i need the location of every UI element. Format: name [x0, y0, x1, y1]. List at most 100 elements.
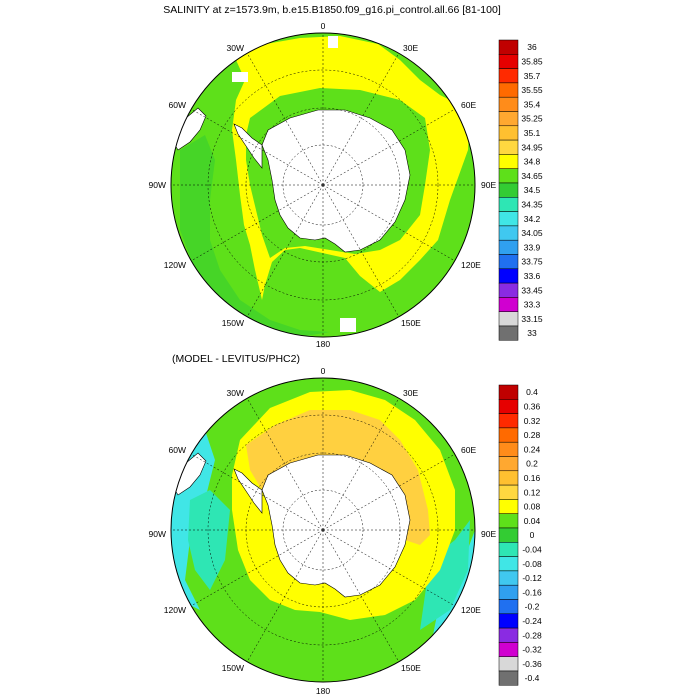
top-colorbar-label: 33.75: [521, 257, 543, 267]
bottom-colorbar-label: 0: [530, 530, 535, 540]
bottom-colorbar-label: -0.24: [522, 616, 542, 626]
bottom-colorbar-swatch: [498, 584, 519, 600]
top-colorbar-swatch: [498, 82, 519, 98]
top-colorbar-label: 35.4: [524, 99, 541, 109]
top-colorbar-label: 34.05: [521, 228, 543, 238]
bottom-colorbar-swatch: [498, 413, 519, 429]
top-panel-title: SALINITY at z=1573.9m, b.e15.B1850.f09_g…: [163, 4, 501, 16]
top-colorbar-swatch: [498, 154, 519, 169]
top-lon-label: 180: [316, 339, 330, 349]
bottom-colorbar-swatch: [498, 542, 519, 557]
top-colorbar-swatch: [498, 125, 519, 141]
bottom-colorbar-swatch: [498, 384, 519, 400]
bottom-colorbar-label: 0.36: [524, 401, 541, 411]
bottom-colorbar-swatch: [498, 456, 519, 472]
bottom-colorbar-label: -0.32: [522, 645, 542, 655]
bottom-colorbar-swatch: [498, 627, 519, 643]
top-colorbar-swatch: [498, 182, 519, 198]
top-colorbar-swatch: [498, 268, 519, 284]
bottom-colorbar-label: 0.08: [524, 502, 541, 512]
bottom-colorbar-label: 0.4: [526, 387, 538, 397]
top-colorbar-swatch: [498, 297, 519, 312]
bottom-colorbar-swatch: [498, 656, 519, 672]
bottom-aqua-region: [188, 490, 230, 590]
bottom-map-border: [170, 377, 476, 683]
top-colorbar-label: 35.25: [521, 114, 543, 124]
top-lon-label: 90E: [481, 180, 496, 190]
top-meridians: [171, 33, 475, 337]
top-colorbar-swatch: [498, 168, 519, 184]
bottom-east-aqua: [420, 520, 470, 630]
top-colorbar-swatch: [498, 39, 519, 55]
top-masked-patch: [340, 318, 356, 332]
top-colorbar-swatch: [498, 211, 519, 227]
bottom-colorbar: 0.4 0.36 0.32 0.28 0.24 0.2 0.16 0.12 0.08 0.04 0 -…: [498, 384, 542, 686]
bottom-colorbar-swatch: [498, 470, 519, 486]
top-antarctic-peninsula: [233, 123, 263, 169]
bottom-colorbar-label: 0.28: [524, 430, 541, 440]
bottom-lon-label: 120W: [164, 605, 186, 615]
top-colorbar-swatch: [498, 311, 519, 327]
bottom-lon-label: 90W: [149, 529, 166, 539]
bottom-colorbar-label: -0.04: [522, 544, 542, 554]
top-colorbar-label: 33.9: [524, 242, 541, 252]
top-colorbar-label: 35.7: [524, 71, 541, 81]
top-colorbar-swatch: [498, 282, 519, 298]
bottom-colorbar-swatch: [498, 527, 519, 543]
top-lon-label: 30E: [403, 43, 418, 53]
bottom-colorbar-swatch: [498, 513, 519, 529]
bottom-antarctica: [261, 454, 411, 598]
bottom-colorbar-swatch: [498, 441, 519, 457]
bottom-colorbar-label: 0.24: [524, 444, 541, 454]
top-colorbar-swatch: [498, 254, 519, 270]
top-lon-labels: 0 30E 60E 90E 120E 150E 180 150W 120W 90…: [149, 21, 497, 349]
bottom-colorbar-swatch: [498, 499, 519, 514]
top-map-border: [170, 32, 476, 338]
top-colorbar: 36 35.85 35.7 35.55 35.4 35.25 35.1 34.95 34.8 34…: [498, 39, 543, 341]
top-colorbar-swatch: [498, 111, 519, 127]
bottom-lon-label: 90E: [481, 529, 496, 539]
bottom-polar-map: [170, 377, 476, 683]
top-polar-map: [170, 32, 476, 338]
top-colorbar-swatch: [498, 68, 519, 84]
bottom-panel-title: (MODEL - LEVITUS/PHC2): [172, 353, 300, 365]
bottom-lon-label: 150E: [401, 663, 421, 673]
top-colorbar-label: 35.1: [524, 128, 541, 138]
bottom-colorbar-label: -0.4: [525, 673, 540, 683]
top-colorbar-label: 36: [527, 42, 537, 52]
bottom-lon-label: 30W: [227, 388, 244, 398]
top-colorbar-label: 35.55: [521, 85, 543, 95]
bottom-lon-label: 180: [316, 686, 330, 696]
top-southern-green: [180, 135, 330, 337]
top-lon-label: 90W: [149, 180, 166, 190]
bottom-colorbar-label: 0.04: [524, 516, 541, 526]
top-lon-label: 120W: [164, 260, 186, 270]
top-colorbar-label: 33: [527, 328, 537, 338]
top-colorbar-swatch: [498, 54, 519, 69]
top-masked-patch: [328, 36, 338, 48]
bottom-colorbar-label: -0.28: [522, 630, 542, 640]
top-colorbar-swatch: [498, 96, 519, 112]
bottom-antarctic-peninsula: [233, 468, 263, 514]
top-colorbar-swatch: [498, 325, 519, 341]
bottom-colorbar-swatch: [498, 399, 519, 414]
bottom-lon-label: 120E: [461, 605, 481, 615]
top-colorbar-swatch: [498, 225, 519, 241]
top-lon-label: 60E: [461, 100, 476, 110]
bottom-colorbar-swatch: [498, 613, 519, 629]
top-colorbar-label: 34.35: [521, 199, 543, 209]
bottom-meridians: [171, 378, 475, 682]
top-lon-label: 0: [321, 21, 326, 31]
bottom-lon-label: 60W: [169, 445, 186, 455]
top-colorbar-label: 34.2: [524, 214, 541, 224]
top-colorbar-label: 34.8: [524, 157, 541, 167]
top-colorbar-label: 34.95: [521, 142, 543, 152]
top-lon-label: 30W: [227, 43, 244, 53]
top-parallel: [207, 69, 439, 301]
top-lon-label: 150E: [401, 318, 421, 328]
bottom-lon-label: 30E: [403, 388, 418, 398]
bottom-colorbar-label: 0.12: [524, 487, 541, 497]
top-colorbar-label: 33.15: [521, 314, 543, 324]
bottom-colorbar-label: -0.08: [522, 559, 542, 569]
